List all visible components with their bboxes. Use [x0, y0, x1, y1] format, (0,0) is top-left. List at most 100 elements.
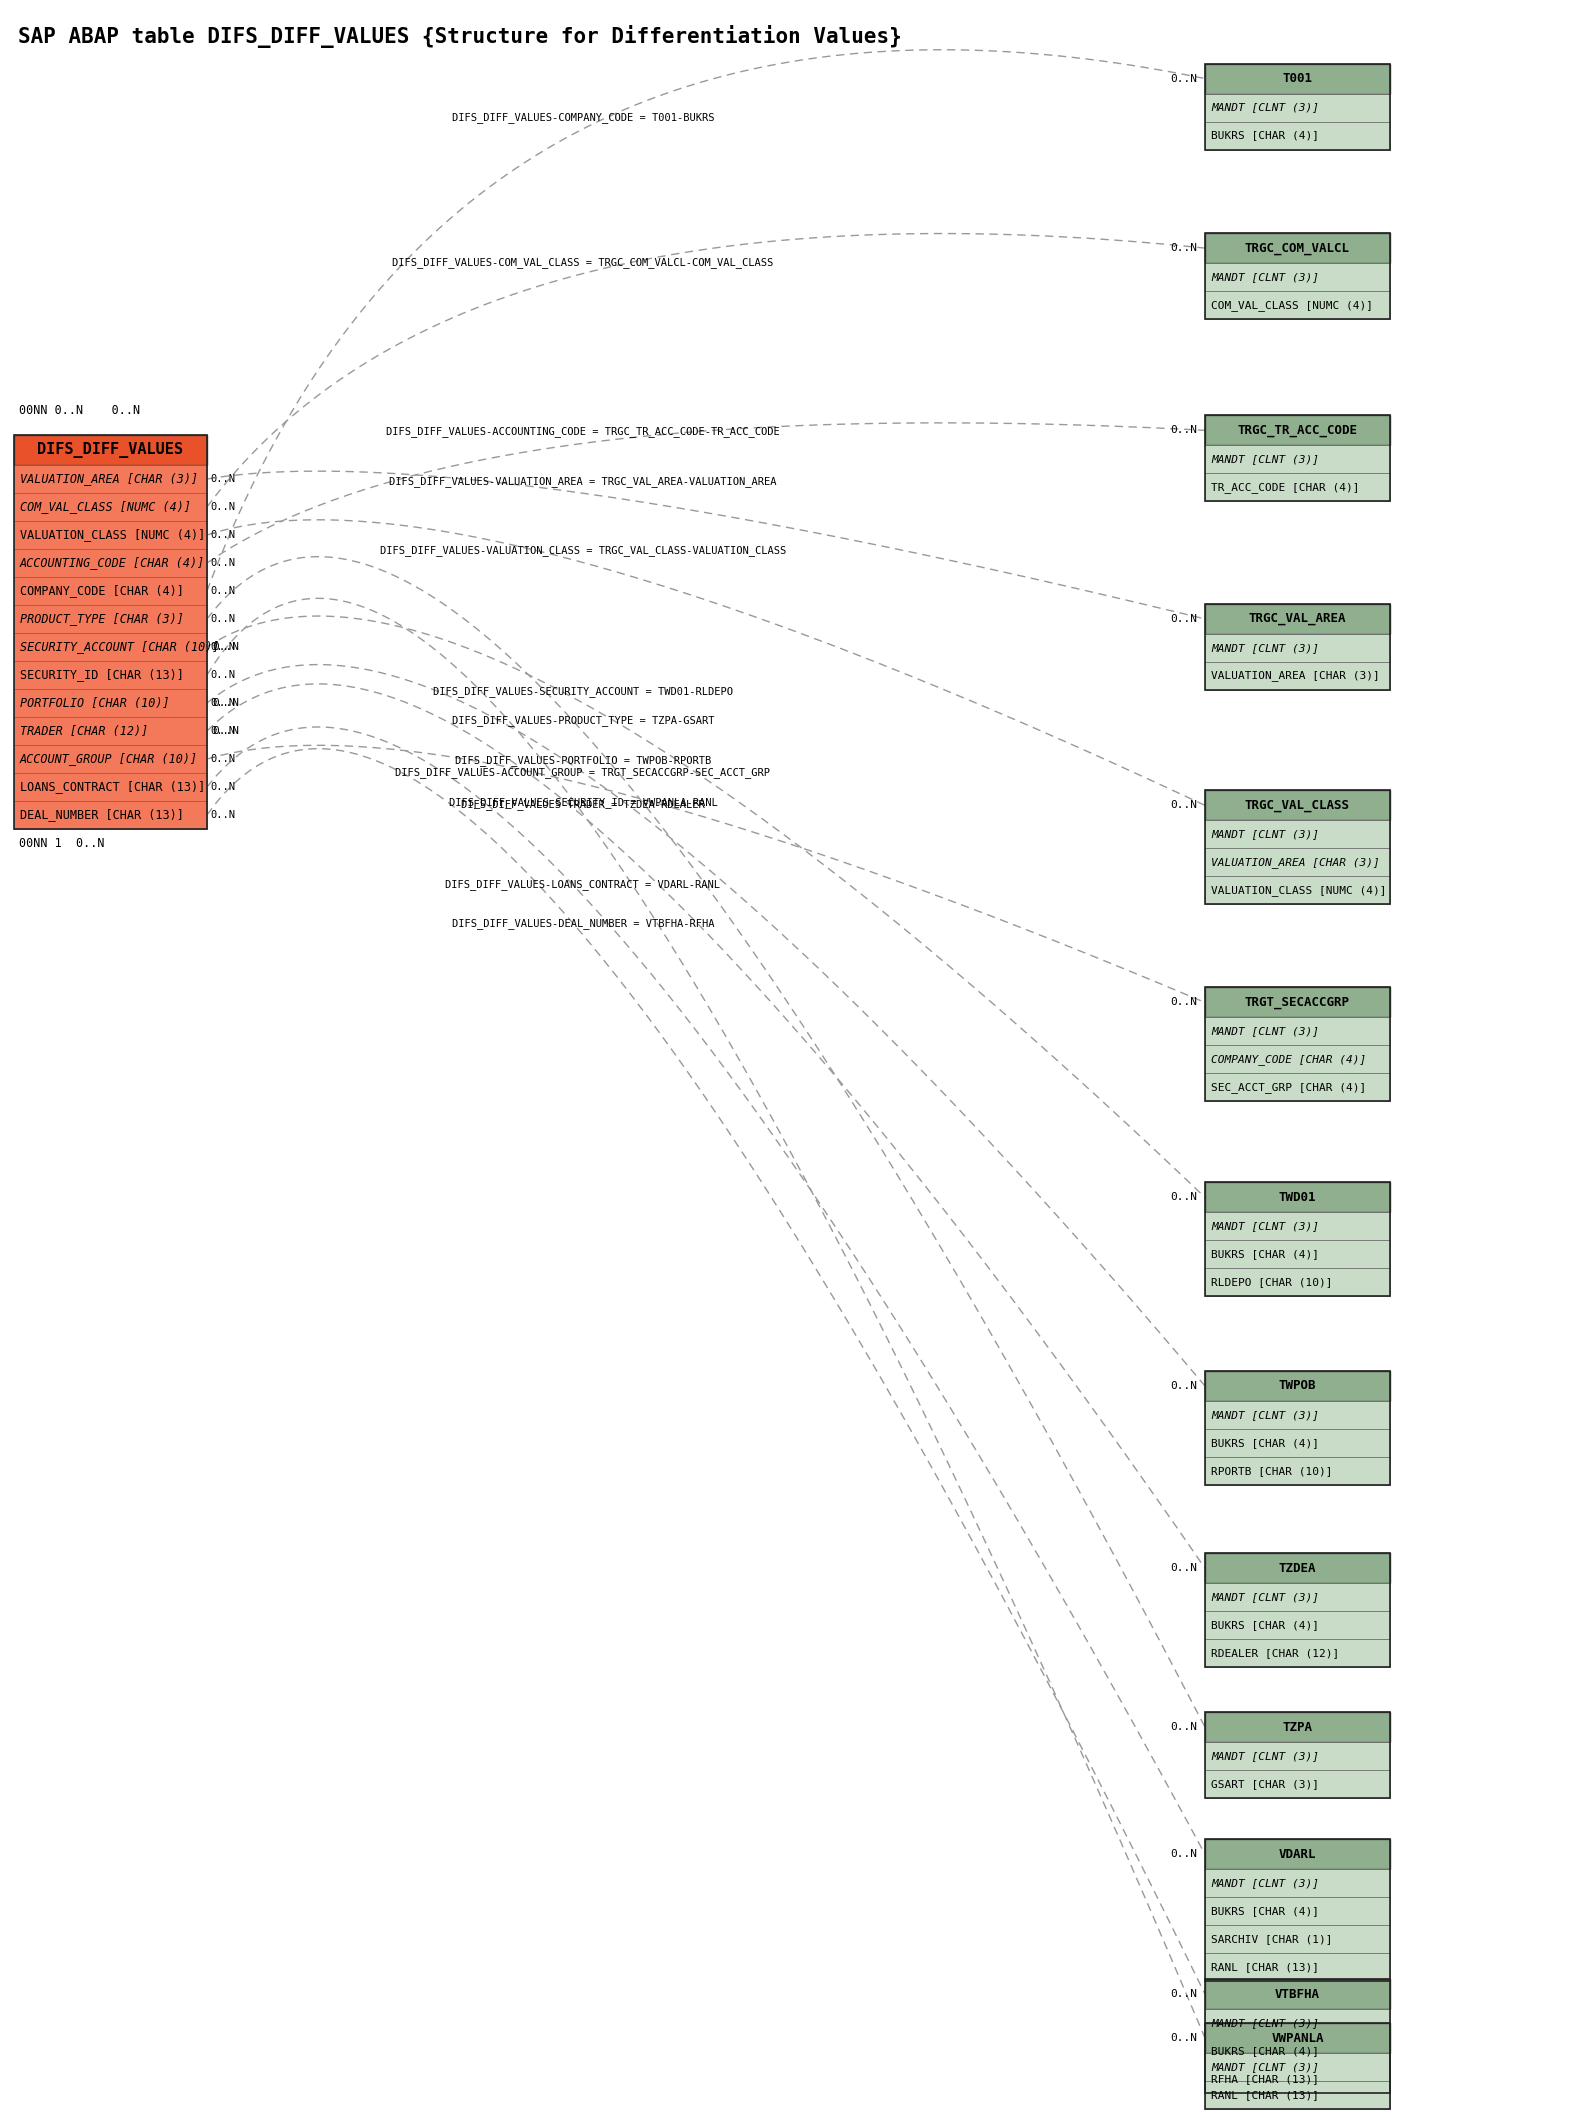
FancyBboxPatch shape [1206, 263, 1390, 290]
Text: 0..N: 0..N [213, 642, 240, 653]
FancyBboxPatch shape [1206, 848, 1390, 877]
Text: DIFS_DIFF_VALUES-VALUATION_AREA = TRGC_VAL_AREA-VALUATION_AREA: DIFS_DIFF_VALUES-VALUATION_AREA = TRGC_V… [389, 477, 777, 487]
Text: VALUATION_AREA [CHAR (3)]: VALUATION_AREA [CHAR (3)] [1210, 670, 1379, 682]
Text: 0..N: 0..N [210, 727, 235, 735]
Text: MANDT [CLNT (3)]: MANDT [CLNT (3)] [1210, 2017, 1319, 2028]
FancyBboxPatch shape [1206, 1897, 1390, 1926]
FancyBboxPatch shape [1206, 820, 1390, 848]
Text: COMPANY_CODE [CHAR (4)]: COMPANY_CODE [CHAR (4)] [1210, 1053, 1366, 1066]
Text: 0..N: 0..N [1169, 2032, 1198, 2043]
Text: SARCHIV [CHAR (1)]: SARCHIV [CHAR (1)] [1210, 1935, 1332, 1945]
Text: DIFS_DIFF_VALUES: DIFS_DIFF_VALUES [38, 443, 183, 458]
Text: DIFS_DIFF_VALUES-ACCOUNTING_CODE = TRGC_TR_ACC_CODE-TR_ACC_CODE: DIFS_DIFF_VALUES-ACCOUNTING_CODE = TRGC_… [386, 426, 780, 437]
Text: SECURITY_ID [CHAR (13)]: SECURITY_ID [CHAR (13)] [20, 667, 184, 682]
Text: MANDT [CLNT (3)]: MANDT [CLNT (3)] [1210, 1409, 1319, 1420]
Text: VWPANLA: VWPANLA [1272, 2032, 1324, 2045]
FancyBboxPatch shape [1206, 1401, 1390, 1428]
Text: TWPOB: TWPOB [1278, 1379, 1316, 1392]
FancyBboxPatch shape [1206, 1712, 1390, 1742]
Text: TR_ACC_CODE [CHAR (4)]: TR_ACC_CODE [CHAR (4)] [1210, 481, 1360, 494]
FancyBboxPatch shape [1206, 1458, 1390, 1485]
FancyBboxPatch shape [14, 549, 206, 576]
FancyBboxPatch shape [1206, 2024, 1390, 2053]
Text: MANDT [CLNT (3)]: MANDT [CLNT (3)] [1210, 453, 1319, 464]
Text: 0..N: 0..N [1169, 1193, 1198, 1201]
Text: TWD01: TWD01 [1278, 1191, 1316, 1204]
FancyBboxPatch shape [1206, 1553, 1390, 1583]
Text: VTBFHA: VTBFHA [1275, 1988, 1321, 2000]
Text: DIFS_DIFF_VALUES-SECURITY_ID = VWPANLA-RANL: DIFS_DIFF_VALUES-SECURITY_ID = VWPANLA-R… [449, 797, 717, 807]
Text: BUKRS [CHAR (4)]: BUKRS [CHAR (4)] [1210, 1907, 1319, 1916]
FancyBboxPatch shape [1206, 2053, 1390, 2081]
Text: TRADER [CHAR (12)]: TRADER [CHAR (12)] [20, 725, 148, 737]
Text: MANDT [CLNT (3)]: MANDT [CLNT (3)] [1210, 1026, 1319, 1036]
Text: DIFS_DIFF_VALUES-VALUATION_CLASS = TRGC_VAL_CLASS-VALUATION_CLASS: DIFS_DIFF_VALUES-VALUATION_CLASS = TRGC_… [380, 545, 786, 557]
FancyBboxPatch shape [14, 634, 206, 661]
FancyBboxPatch shape [14, 521, 206, 549]
Text: 0..N: 0..N [1169, 244, 1198, 252]
FancyBboxPatch shape [14, 746, 206, 773]
Text: RANL [CHAR (13)]: RANL [CHAR (13)] [1210, 1962, 1319, 1973]
FancyBboxPatch shape [1206, 93, 1390, 121]
FancyBboxPatch shape [14, 773, 206, 801]
Text: 0..N: 0..N [210, 754, 235, 765]
FancyBboxPatch shape [1206, 1610, 1390, 1640]
Text: BUKRS [CHAR (4)]: BUKRS [CHAR (4)] [1210, 2047, 1319, 2055]
FancyBboxPatch shape [1206, 877, 1390, 905]
Text: T001: T001 [1283, 72, 1313, 85]
Text: ACCOUNTING_CODE [CHAR (4)]: ACCOUNTING_CODE [CHAR (4)] [20, 557, 205, 570]
Text: VALUATION_AREA [CHAR (3)]: VALUATION_AREA [CHAR (3)] [1210, 856, 1379, 869]
Text: 0..N: 0..N [1169, 1850, 1198, 1858]
FancyBboxPatch shape [1206, 987, 1390, 1017]
Text: TRGC_COM_VALCL: TRGC_COM_VALCL [1245, 242, 1351, 254]
Text: MANDT [CLNT (3)]: MANDT [CLNT (3)] [1210, 1877, 1319, 1888]
Text: MANDT [CLNT (3)]: MANDT [CLNT (3)] [1210, 1221, 1319, 1231]
Text: MANDT [CLNT (3)]: MANDT [CLNT (3)] [1210, 1591, 1319, 1602]
FancyBboxPatch shape [14, 606, 206, 634]
Text: 0..N: 0..N [210, 809, 235, 820]
FancyBboxPatch shape [14, 434, 206, 464]
Text: TRGC_TR_ACC_CODE: TRGC_TR_ACC_CODE [1237, 424, 1357, 437]
FancyBboxPatch shape [1206, 2081, 1390, 2108]
Text: SEC_ACCT_GRP [CHAR (4)]: SEC_ACCT_GRP [CHAR (4)] [1210, 1083, 1366, 1093]
Text: RLDEPO [CHAR (10)]: RLDEPO [CHAR (10)] [1210, 1278, 1332, 1288]
Text: RANL [CHAR (13)]: RANL [CHAR (13)] [1210, 2089, 1319, 2100]
Text: 0..N: 0..N [210, 587, 235, 595]
FancyBboxPatch shape [14, 716, 206, 746]
Text: VALUATION_AREA [CHAR (3)]: VALUATION_AREA [CHAR (3)] [20, 473, 199, 485]
FancyBboxPatch shape [1206, 604, 1390, 634]
FancyBboxPatch shape [14, 494, 206, 521]
Text: VALUATION_CLASS [NUMC (4)]: VALUATION_CLASS [NUMC (4)] [20, 528, 205, 542]
Text: VDARL: VDARL [1278, 1848, 1316, 1860]
Text: ACCOUNT_GROUP [CHAR (10)]: ACCOUNT_GROUP [CHAR (10)] [20, 752, 199, 765]
Text: TRGC_VAL_AREA: TRGC_VAL_AREA [1248, 612, 1346, 625]
FancyBboxPatch shape [1206, 445, 1390, 473]
Text: 0..N: 0..N [1169, 74, 1198, 83]
FancyBboxPatch shape [14, 576, 206, 606]
FancyBboxPatch shape [1206, 1045, 1390, 1074]
Text: 0..N: 0..N [213, 697, 240, 708]
FancyBboxPatch shape [1206, 1371, 1390, 1401]
FancyBboxPatch shape [1206, 1240, 1390, 1269]
Text: 0..N: 0..N [1169, 426, 1198, 434]
Text: TZDEA: TZDEA [1278, 1562, 1316, 1574]
Text: 0..N: 0..N [1169, 1564, 1198, 1572]
FancyBboxPatch shape [1206, 1428, 1390, 1458]
FancyBboxPatch shape [1206, 1869, 1390, 1897]
Text: VALUATION_CLASS [NUMC (4)]: VALUATION_CLASS [NUMC (4)] [1210, 886, 1387, 896]
Text: COM_VAL_CLASS [NUMC (4)]: COM_VAL_CLASS [NUMC (4)] [20, 500, 191, 513]
Text: TZPA: TZPA [1283, 1721, 1313, 1733]
Text: BUKRS [CHAR (4)]: BUKRS [CHAR (4)] [1210, 1250, 1319, 1259]
FancyBboxPatch shape [1206, 1212, 1390, 1240]
Text: DIFS_DIFF_VALUES-LOANS_CONTRACT = VDARL-RANL: DIFS_DIFF_VALUES-LOANS_CONTRACT = VDARL-… [446, 879, 720, 890]
FancyBboxPatch shape [1206, 1954, 1390, 1981]
FancyBboxPatch shape [1206, 1979, 1390, 2009]
FancyBboxPatch shape [14, 661, 206, 689]
Text: DEAL_NUMBER [CHAR (13)]: DEAL_NUMBER [CHAR (13)] [20, 809, 184, 822]
FancyBboxPatch shape [1206, 2036, 1390, 2066]
FancyBboxPatch shape [1206, 661, 1390, 691]
FancyBboxPatch shape [1206, 1640, 1390, 1668]
Text: BUKRS [CHAR (4)]: BUKRS [CHAR (4)] [1210, 1439, 1319, 1447]
FancyBboxPatch shape [1206, 1182, 1390, 1212]
Text: 0..N: 0..N [210, 642, 235, 653]
